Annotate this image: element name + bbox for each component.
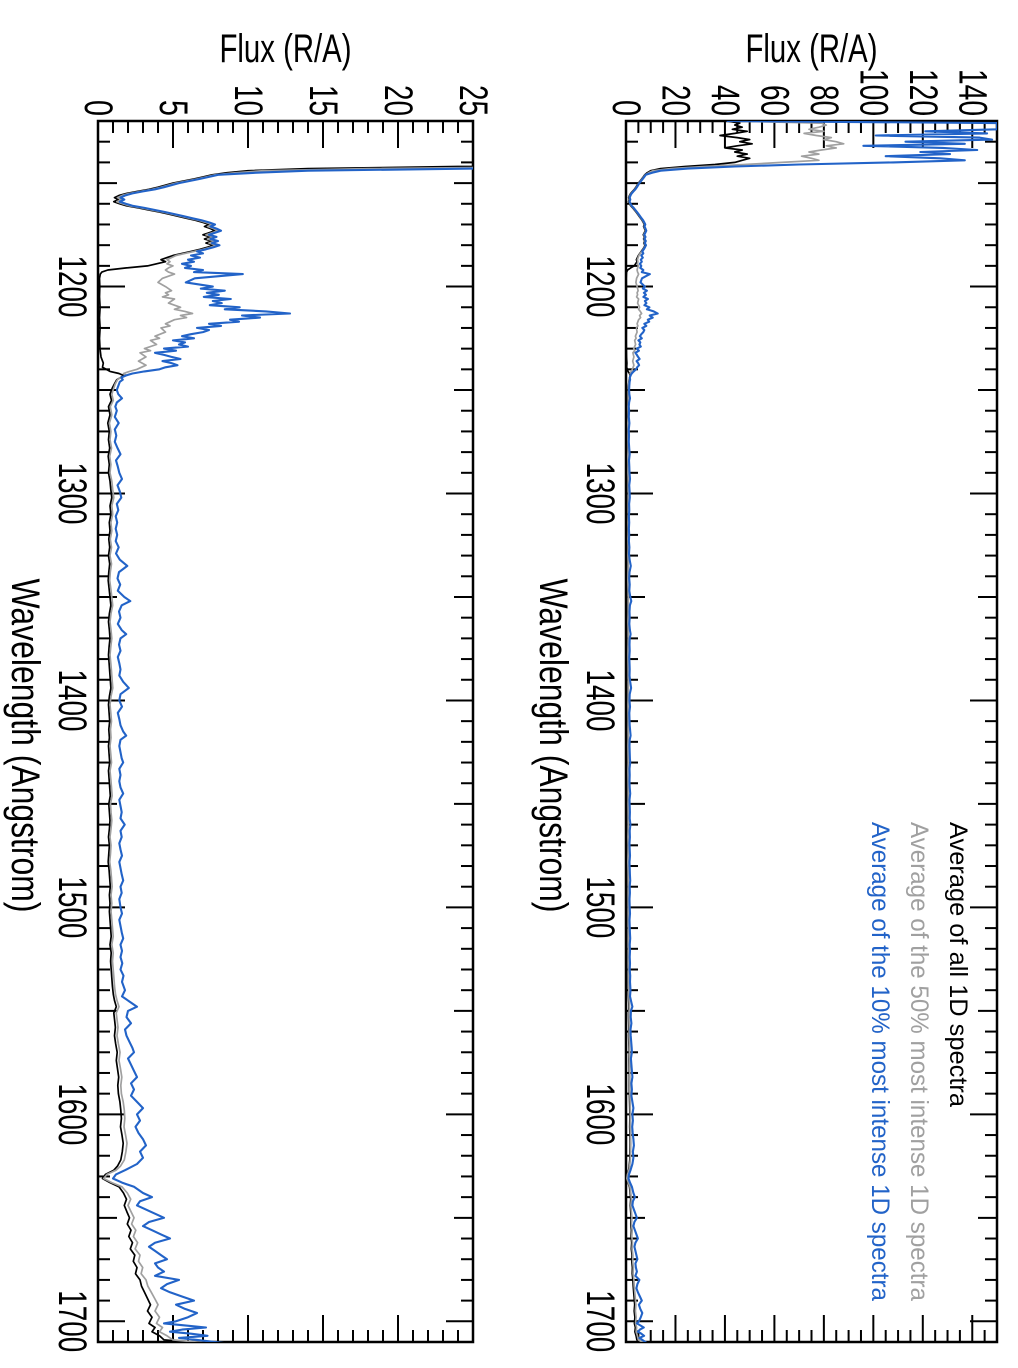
panel-full-frame <box>624 119 999 1344</box>
panel-zoomed-curves <box>98 165 473 1342</box>
wavelength-tick-label: 1200 <box>578 256 622 318</box>
wavelength-tick-label: 1400 <box>50 669 94 731</box>
panel-full: 0 20 40 60 80 100 120 140 1200 1300 1400 1500 1600 17… <box>531 27 999 1352</box>
flux-tick-label: 120 <box>901 69 945 116</box>
flux-tick-label: 20 <box>653 85 697 116</box>
flux-tick-label: 60 <box>752 85 796 116</box>
wavelength-tick-label: 1500 <box>578 876 622 938</box>
flux-axis-title: Flux (R/A) <box>746 27 878 71</box>
flux-tick-label: 10 <box>226 85 270 116</box>
legend-entry-0: Average of all 1D spectra <box>944 822 972 1107</box>
legend-entry-2: Average of the 10% most intense 1D spect… <box>866 822 894 1301</box>
flux-tick-label: 0 <box>76 100 120 116</box>
wavelength-tick-label: 1300 <box>578 463 622 525</box>
wavelength-tick-label: 1300 <box>50 463 94 525</box>
legend-entry-1: Average of the 50% most intense 1D spect… <box>905 822 933 1301</box>
panel-zoomed: 0 5 10 15 20 25 1200 1300 1400 1500 1600 1700 Flux (… <box>3 27 495 1352</box>
flux-tick-label: 15 <box>301 85 345 116</box>
wavelength-tick-label: 1500 <box>50 876 94 938</box>
flux-tick-label: 0 <box>604 100 648 116</box>
flux-tick-label: 20 <box>376 85 420 116</box>
wavelength-axis-title: Wavelength (Angstrom) <box>531 579 575 913</box>
panel-full-curves <box>626 121 997 1342</box>
spectrum-curve-2 <box>111 167 473 1342</box>
wavelength-tick-label: 1700 <box>578 1290 622 1352</box>
flux-tick-label: 80 <box>802 85 846 116</box>
wavelength-tick-label: 1400 <box>578 669 622 731</box>
wavelength-tick-label: 1200 <box>50 256 94 318</box>
panel-zoomed-frame <box>96 119 475 1344</box>
wavelength-tick-label: 1600 <box>50 1083 94 1145</box>
wavelength-tick-label: 1600 <box>578 1083 622 1145</box>
flux-tick-label: 5 <box>151 100 195 116</box>
spectrum-curve-0 <box>98 165 473 1342</box>
flux-tick-label: 25 <box>451 85 495 116</box>
spectrum-curve-1 <box>626 121 845 1342</box>
flux-axis-title: Flux (R/A) <box>220 27 352 71</box>
wavelength-tick-label: 1700 <box>50 1290 94 1352</box>
flux-tick-label: 40 <box>703 85 747 116</box>
spectrum-curve-2 <box>627 121 997 1342</box>
flux-tick-label: 100 <box>851 69 895 116</box>
flux-tick-label: 140 <box>950 69 994 116</box>
wavelength-axis-title: Wavelength (Angstrom) <box>3 579 47 913</box>
